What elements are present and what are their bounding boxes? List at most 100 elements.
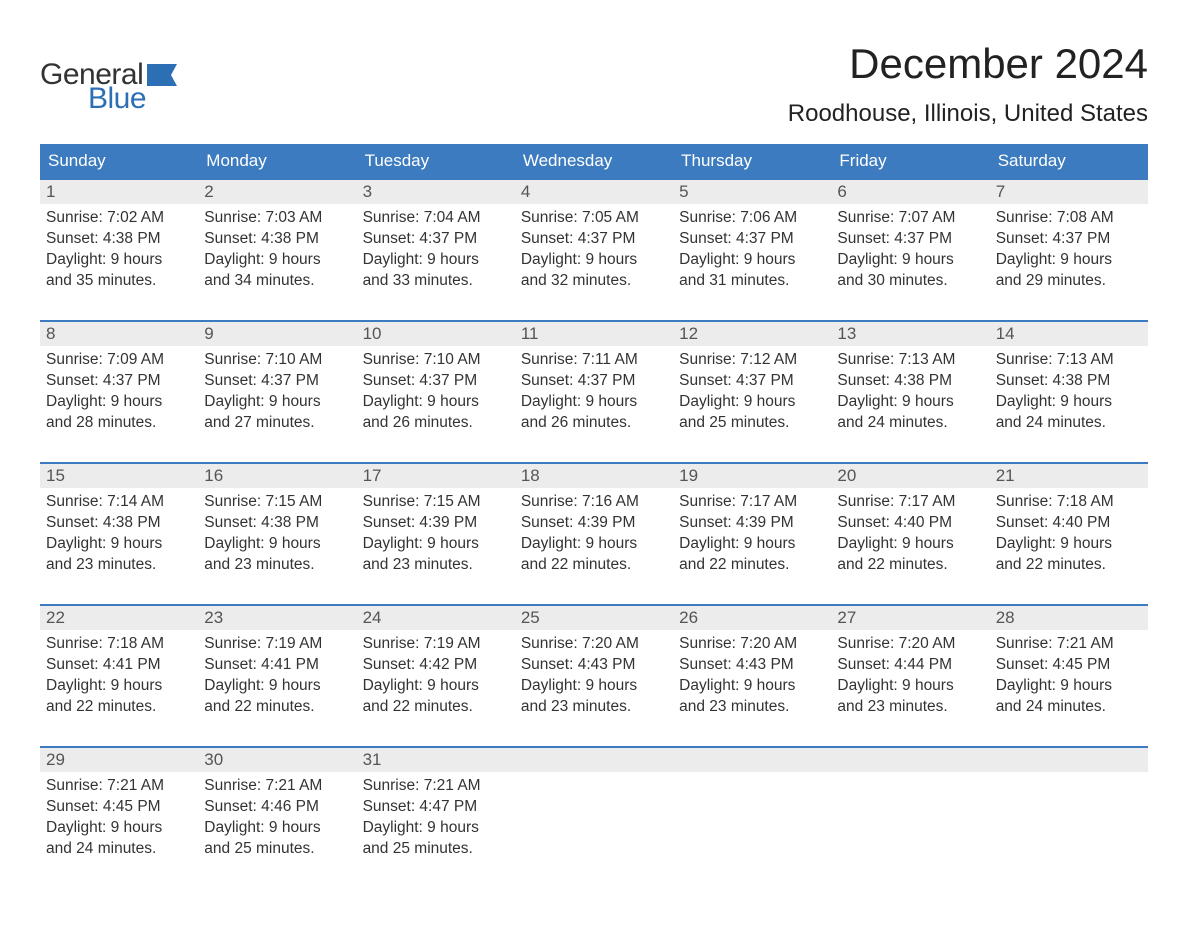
daylight-line-2: and 24 minutes. — [837, 413, 983, 434]
day-number: 25 — [515, 606, 673, 630]
location-subtitle: Roodhouse, Illinois, United States — [788, 100, 1148, 128]
daylight-line-1: Daylight: 9 hours — [46, 818, 192, 839]
day-number: 16 — [198, 464, 356, 488]
daylight-line-1: Daylight: 9 hours — [363, 818, 509, 839]
daylight-line-2: and 22 minutes. — [204, 697, 350, 718]
day-number: 11 — [515, 322, 673, 346]
dow-monday: Monday — [198, 144, 356, 178]
daylight-line-1: Daylight: 9 hours — [679, 676, 825, 697]
day-number: 15 — [40, 464, 198, 488]
dow-sunday: Sunday — [40, 144, 198, 178]
daylight-line-2: and 26 minutes. — [363, 413, 509, 434]
day-body: Sunrise: 7:10 AMSunset: 4:37 PMDaylight:… — [357, 346, 515, 446]
day-number: 18 — [515, 464, 673, 488]
calendar-week: 1Sunrise: 7:02 AMSunset: 4:38 PMDaylight… — [40, 178, 1148, 304]
brand-logo: General Blue — [40, 40, 177, 114]
daylight-line-1: Daylight: 9 hours — [46, 676, 192, 697]
day-body: Sunrise: 7:21 AMSunset: 4:45 PMDaylight:… — [40, 772, 198, 872]
daylight-line-1: Daylight: 9 hours — [363, 534, 509, 555]
sunrise-line: Sunrise: 7:04 AM — [363, 208, 509, 229]
day-number — [515, 748, 673, 772]
day-body: Sunrise: 7:10 AMSunset: 4:37 PMDaylight:… — [198, 346, 356, 446]
daylight-line-1: Daylight: 9 hours — [521, 676, 667, 697]
day-body — [831, 772, 989, 872]
calendar-day: 9Sunrise: 7:10 AMSunset: 4:37 PMDaylight… — [198, 322, 356, 446]
sunset-line: Sunset: 4:37 PM — [521, 371, 667, 392]
day-number: 3 — [357, 180, 515, 204]
day-number: 21 — [990, 464, 1148, 488]
daylight-line-1: Daylight: 9 hours — [46, 250, 192, 271]
daylight-line-2: and 27 minutes. — [204, 413, 350, 434]
sunrise-line: Sunrise: 7:18 AM — [996, 492, 1142, 513]
daylight-line-2: and 35 minutes. — [46, 271, 192, 292]
day-number: 30 — [198, 748, 356, 772]
daylight-line-1: Daylight: 9 hours — [837, 676, 983, 697]
day-number: 7 — [990, 180, 1148, 204]
day-body: Sunrise: 7:18 AMSunset: 4:40 PMDaylight:… — [990, 488, 1148, 588]
day-body: Sunrise: 7:21 AMSunset: 4:47 PMDaylight:… — [357, 772, 515, 872]
sunrise-line: Sunrise: 7:10 AM — [204, 350, 350, 371]
sunset-line: Sunset: 4:45 PM — [996, 655, 1142, 676]
sunset-line: Sunset: 4:38 PM — [204, 513, 350, 534]
daylight-line-2: and 22 minutes. — [46, 697, 192, 718]
daylight-line-1: Daylight: 9 hours — [46, 534, 192, 555]
daylight-line-2: and 34 minutes. — [204, 271, 350, 292]
daylight-line-1: Daylight: 9 hours — [837, 534, 983, 555]
day-body: Sunrise: 7:16 AMSunset: 4:39 PMDaylight:… — [515, 488, 673, 588]
calendar-day: 22Sunrise: 7:18 AMSunset: 4:41 PMDayligh… — [40, 606, 198, 730]
day-number: 5 — [673, 180, 831, 204]
day-number: 22 — [40, 606, 198, 630]
daylight-line-1: Daylight: 9 hours — [521, 534, 667, 555]
daylight-line-1: Daylight: 9 hours — [521, 250, 667, 271]
sunrise-line: Sunrise: 7:21 AM — [363, 776, 509, 797]
sunrise-line: Sunrise: 7:21 AM — [204, 776, 350, 797]
calendar-day — [831, 748, 989, 872]
dow-header-row: Sunday Monday Tuesday Wednesday Thursday… — [40, 144, 1148, 178]
day-number: 8 — [40, 322, 198, 346]
dow-wednesday: Wednesday — [515, 144, 673, 178]
sunrise-line: Sunrise: 7:19 AM — [363, 634, 509, 655]
sunset-line: Sunset: 4:37 PM — [521, 229, 667, 250]
daylight-line-1: Daylight: 9 hours — [679, 392, 825, 413]
day-body: Sunrise: 7:13 AMSunset: 4:38 PMDaylight:… — [831, 346, 989, 446]
day-body — [515, 772, 673, 872]
daylight-line-2: and 24 minutes. — [46, 839, 192, 860]
sunrise-line: Sunrise: 7:18 AM — [46, 634, 192, 655]
daylight-line-1: Daylight: 9 hours — [521, 392, 667, 413]
sunset-line: Sunset: 4:47 PM — [363, 797, 509, 818]
daylight-line-2: and 22 minutes. — [996, 555, 1142, 576]
sunset-line: Sunset: 4:39 PM — [363, 513, 509, 534]
calendar-day: 28Sunrise: 7:21 AMSunset: 4:45 PMDayligh… — [990, 606, 1148, 730]
sunset-line: Sunset: 4:46 PM — [204, 797, 350, 818]
day-body: Sunrise: 7:12 AMSunset: 4:37 PMDaylight:… — [673, 346, 831, 446]
daylight-line-1: Daylight: 9 hours — [46, 392, 192, 413]
daylight-line-2: and 31 minutes. — [679, 271, 825, 292]
daylight-line-2: and 30 minutes. — [837, 271, 983, 292]
day-number: 2 — [198, 180, 356, 204]
day-body: Sunrise: 7:02 AMSunset: 4:38 PMDaylight:… — [40, 204, 198, 304]
day-number — [673, 748, 831, 772]
sunset-line: Sunset: 4:43 PM — [679, 655, 825, 676]
daylight-line-1: Daylight: 9 hours — [204, 534, 350, 555]
daylight-line-1: Daylight: 9 hours — [363, 392, 509, 413]
calendar-day: 11Sunrise: 7:11 AMSunset: 4:37 PMDayligh… — [515, 322, 673, 446]
day-body: Sunrise: 7:21 AMSunset: 4:46 PMDaylight:… — [198, 772, 356, 872]
calendar: Sunday Monday Tuesday Wednesday Thursday… — [40, 144, 1148, 872]
daylight-line-1: Daylight: 9 hours — [996, 250, 1142, 271]
sunset-line: Sunset: 4:39 PM — [679, 513, 825, 534]
calendar-day: 16Sunrise: 7:15 AMSunset: 4:38 PMDayligh… — [198, 464, 356, 588]
calendar-day: 19Sunrise: 7:17 AMSunset: 4:39 PMDayligh… — [673, 464, 831, 588]
day-number: 12 — [673, 322, 831, 346]
calendar-day: 30Sunrise: 7:21 AMSunset: 4:46 PMDayligh… — [198, 748, 356, 872]
daylight-line-1: Daylight: 9 hours — [204, 676, 350, 697]
daylight-line-2: and 29 minutes. — [996, 271, 1142, 292]
day-body: Sunrise: 7:15 AMSunset: 4:39 PMDaylight:… — [357, 488, 515, 588]
calendar-day: 2Sunrise: 7:03 AMSunset: 4:38 PMDaylight… — [198, 180, 356, 304]
calendar-day: 26Sunrise: 7:20 AMSunset: 4:43 PMDayligh… — [673, 606, 831, 730]
daylight-line-1: Daylight: 9 hours — [996, 676, 1142, 697]
header-region: General Blue December 2024 Roodhouse, Il… — [40, 40, 1148, 128]
sunrise-line: Sunrise: 7:15 AM — [363, 492, 509, 513]
sunrise-line: Sunrise: 7:14 AM — [46, 492, 192, 513]
title-block: December 2024 Roodhouse, Illinois, Unite… — [788, 40, 1148, 128]
daylight-line-2: and 32 minutes. — [521, 271, 667, 292]
